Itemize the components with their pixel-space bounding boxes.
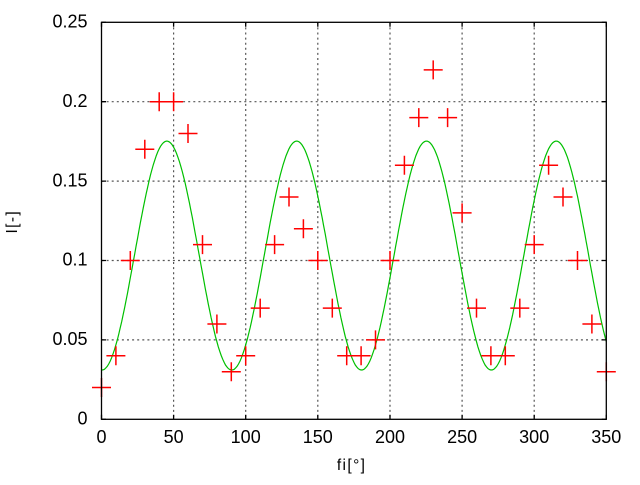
svg-text:50: 50 bbox=[164, 427, 184, 447]
svg-text:100: 100 bbox=[231, 427, 261, 447]
svg-text:0: 0 bbox=[96, 427, 106, 447]
svg-text:0.25: 0.25 bbox=[52, 12, 87, 32]
svg-text:0.2: 0.2 bbox=[62, 91, 87, 111]
svg-text:0.05: 0.05 bbox=[52, 329, 87, 349]
svg-text:300: 300 bbox=[519, 427, 549, 447]
svg-text:0.15: 0.15 bbox=[52, 170, 87, 190]
svg-text:150: 150 bbox=[303, 427, 333, 447]
svg-text:I[-]: I[-] bbox=[4, 210, 21, 234]
svg-text:350: 350 bbox=[591, 427, 621, 447]
svg-text:250: 250 bbox=[447, 427, 477, 447]
svg-text:0.1: 0.1 bbox=[62, 250, 87, 270]
svg-text:200: 200 bbox=[375, 427, 405, 447]
svg-text:0: 0 bbox=[77, 409, 87, 429]
svg-text:fi[°]: fi[°] bbox=[337, 457, 367, 474]
